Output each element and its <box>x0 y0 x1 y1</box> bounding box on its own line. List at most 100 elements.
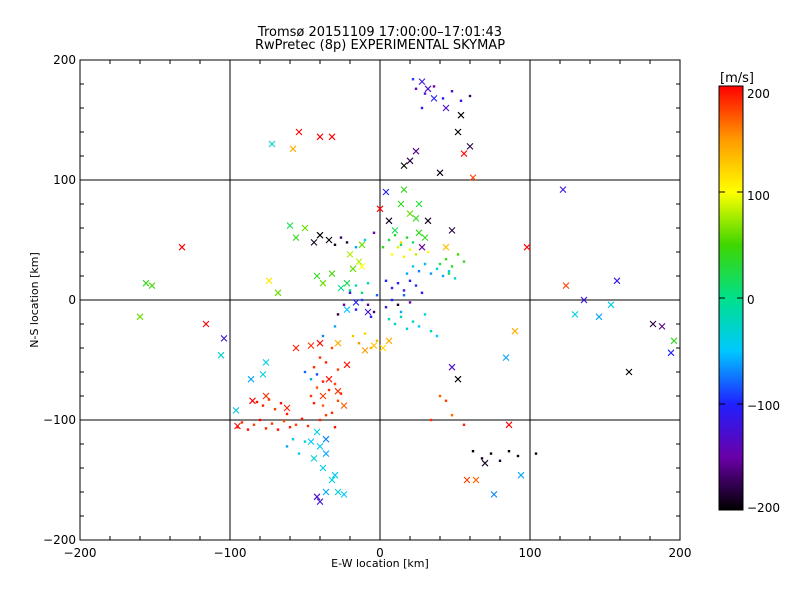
data-point-x <box>364 308 372 316</box>
data-point-x <box>148 282 156 289</box>
y-axis-label: N-S location [km] <box>28 252 41 348</box>
data-point-x <box>178 243 186 251</box>
data-point-dot <box>420 106 424 110</box>
data-point-dot <box>399 310 403 314</box>
data-point-dot <box>447 270 451 273</box>
data-point-dot <box>369 315 373 318</box>
data-point-x <box>400 162 408 169</box>
data-point-x <box>421 234 429 241</box>
data-point-x <box>337 284 345 292</box>
data-point-x <box>358 241 366 249</box>
data-point-x <box>607 301 615 309</box>
data-point-dot <box>351 334 355 338</box>
colorbar: [m/s] 200 100 0 −100 −200 <box>718 71 780 515</box>
data-point-dot <box>318 418 322 422</box>
data-point-x <box>670 337 678 345</box>
data-point-x <box>202 320 210 328</box>
data-point-dot <box>411 265 415 268</box>
data-point-dot <box>354 308 358 311</box>
data-point-dot <box>252 423 256 426</box>
data-point-dot <box>423 92 427 95</box>
data-point-dot <box>324 414 328 417</box>
data-point-dot <box>270 422 274 425</box>
data-point-dot <box>333 426 337 429</box>
data-point-dot <box>330 411 334 414</box>
data-point-x <box>313 272 321 280</box>
data-point-x <box>517 471 525 479</box>
data-point-x <box>562 282 570 289</box>
y-tick-label: −200 <box>43 533 76 547</box>
data-point-dot <box>264 427 268 430</box>
data-point-dot <box>240 421 244 424</box>
data-point-dot <box>399 315 403 318</box>
x-axis-label: E-W location [km] <box>331 557 429 570</box>
colorbar-label: [m/s] <box>720 71 754 86</box>
data-point-x <box>319 392 327 400</box>
data-point-dot <box>357 342 361 345</box>
data-point-dot <box>480 457 484 460</box>
data-point-x <box>325 236 333 244</box>
chart-subtitle: RwPretec (8p) EXPERIMENTAL SKYMAP <box>254 38 506 53</box>
x-tick-label: 0 <box>376 546 384 560</box>
data-point-dot <box>417 270 421 273</box>
data-point-x <box>469 174 477 181</box>
x-tick-label: 100 <box>519 546 542 560</box>
data-point-x <box>274 289 282 297</box>
data-point-dot <box>306 424 310 428</box>
data-point-x <box>307 438 315 445</box>
data-point-dot <box>429 330 433 333</box>
data-point-x <box>418 78 426 85</box>
data-point-dot <box>363 332 367 335</box>
y-tick-label: 100 <box>53 173 76 187</box>
data-point-dot <box>429 272 433 275</box>
data-point-x <box>319 464 327 472</box>
data-point-x <box>292 234 300 241</box>
data-point-x <box>352 299 360 306</box>
data-point-dot <box>450 90 454 93</box>
data-point-dot <box>426 250 430 254</box>
data-point-dot <box>441 97 445 100</box>
data-point-dot <box>468 94 472 98</box>
data-point-dot <box>459 99 463 102</box>
data-point-dot <box>288 426 292 429</box>
data-point-dot <box>408 301 412 304</box>
data-point-dot <box>387 238 391 242</box>
data-point-dot <box>285 412 289 416</box>
colorbar-ticks <box>719 85 743 511</box>
data-point-dot <box>315 373 319 376</box>
data-point-dot <box>462 260 466 263</box>
data-point-x <box>418 243 426 251</box>
data-point-dot <box>375 339 379 342</box>
data-point-x <box>424 217 432 225</box>
data-point-x <box>625 368 633 376</box>
data-point-x <box>385 217 393 225</box>
data-point-x <box>340 491 348 498</box>
data-point-dot <box>516 454 520 458</box>
data-point-x <box>454 128 462 136</box>
data-point-x <box>325 375 333 383</box>
y-tick-label: −100 <box>43 413 76 427</box>
data-point-x <box>316 443 324 450</box>
x-axis-tick-labels: −200 −100 0 100 200 <box>64 546 692 560</box>
data-point-x <box>424 85 432 93</box>
y-tick-label: 0 <box>68 293 76 307</box>
data-point-x <box>328 133 336 141</box>
data-point-x <box>649 320 657 328</box>
data-point-x <box>406 210 414 217</box>
data-point-x <box>502 354 510 361</box>
data-point-dot <box>300 417 304 420</box>
data-point-dot <box>312 402 316 405</box>
data-point-x <box>346 251 354 258</box>
data-point-x <box>316 339 324 347</box>
data-point-dot <box>405 272 409 275</box>
data-point-dot <box>291 438 295 441</box>
data-point-x <box>358 263 366 270</box>
data-point-dot <box>303 440 307 443</box>
data-point-x <box>355 258 363 265</box>
data-point-x <box>400 186 408 193</box>
data-point-dot <box>405 236 409 239</box>
data-point-dot <box>321 404 325 407</box>
axis-ticks <box>79 59 681 541</box>
data-point-dot <box>261 404 265 407</box>
data-point-dot <box>303 370 307 374</box>
